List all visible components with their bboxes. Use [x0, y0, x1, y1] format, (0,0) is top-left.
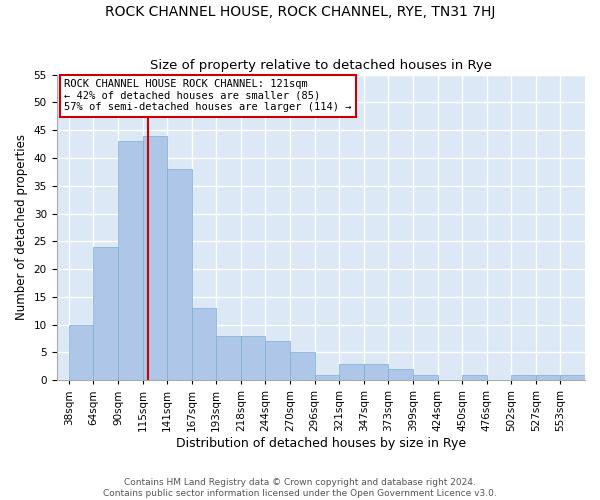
Bar: [69, 324, 94, 380]
Bar: [511, 374, 536, 380]
Bar: [290, 352, 314, 380]
Bar: [560, 374, 585, 380]
Text: Contains HM Land Registry data © Crown copyright and database right 2024.
Contai: Contains HM Land Registry data © Crown c…: [103, 478, 497, 498]
Bar: [364, 364, 388, 380]
Bar: [192, 308, 216, 380]
Bar: [143, 136, 167, 380]
Bar: [118, 142, 143, 380]
Bar: [339, 364, 364, 380]
Bar: [314, 374, 339, 380]
Bar: [216, 336, 241, 380]
Title: Size of property relative to detached houses in Rye: Size of property relative to detached ho…: [150, 59, 492, 72]
Y-axis label: Number of detached properties: Number of detached properties: [15, 134, 28, 320]
Text: ROCK CHANNEL HOUSE, ROCK CHANNEL, RYE, TN31 7HJ: ROCK CHANNEL HOUSE, ROCK CHANNEL, RYE, T…: [105, 5, 495, 19]
Bar: [413, 374, 437, 380]
Bar: [462, 374, 487, 380]
Bar: [167, 169, 192, 380]
Bar: [388, 369, 413, 380]
Text: ROCK CHANNEL HOUSE ROCK CHANNEL: 121sqm
← 42% of detached houses are smaller (85: ROCK CHANNEL HOUSE ROCK CHANNEL: 121sqm …: [64, 79, 352, 112]
Bar: [94, 247, 118, 380]
Bar: [241, 336, 265, 380]
X-axis label: Distribution of detached houses by size in Rye: Distribution of detached houses by size …: [176, 437, 466, 450]
Bar: [536, 374, 560, 380]
Bar: [265, 342, 290, 380]
